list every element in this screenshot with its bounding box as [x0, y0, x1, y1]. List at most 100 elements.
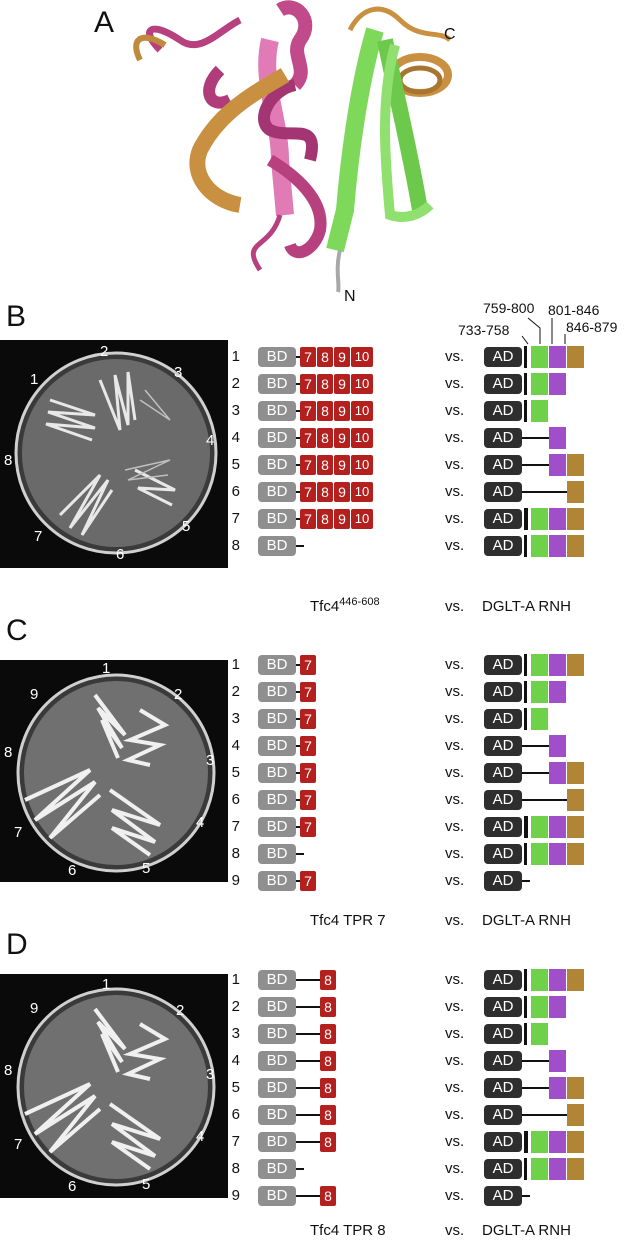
ad-domain: AD: [484, 374, 522, 394]
vs-label: vs.: [445, 348, 465, 365]
panel-c-caption-right: DGLT-A RNH: [482, 912, 571, 929]
bd-domain: BD: [258, 844, 296, 864]
segment-733-758: [524, 969, 527, 991]
row-number: 7: [231, 818, 240, 835]
segment-733-758: [524, 508, 528, 530]
panel-d-caption-left: Tfc4 TPR 8: [310, 1222, 386, 1239]
row-number: 6: [231, 791, 240, 808]
segment-759-800: [531, 1023, 548, 1045]
vs-label: vs.: [445, 764, 465, 781]
tpr-repeat: 8: [317, 428, 333, 448]
linker-line: [522, 437, 549, 439]
segment-801-846: [549, 508, 566, 530]
tpr-repeat: 7: [300, 655, 316, 675]
segment-801-846: [549, 843, 566, 865]
vs-label: vs.: [445, 683, 465, 700]
row-number: 1: [231, 971, 240, 988]
vs-label: vs.: [445, 1025, 465, 1042]
bd-domain: BD: [258, 347, 296, 367]
bd-domain: BD: [258, 871, 296, 891]
segment-801-846: [549, 735, 566, 757]
linker-line: [296, 1006, 320, 1008]
panel-b-letter: B: [6, 300, 27, 333]
linker-line: [296, 853, 304, 855]
segment-759-800: [531, 1158, 548, 1180]
segment-733-758: [524, 708, 527, 730]
segment-733-758: [524, 535, 527, 557]
vs-label: vs.: [445, 1079, 465, 1096]
linker-line: [296, 880, 300, 882]
yeast-plate-d: [0, 974, 228, 1198]
row-number: 7: [231, 1133, 240, 1150]
vs-label: vs.: [445, 818, 465, 835]
tpr-repeat: 9: [334, 455, 350, 475]
row-number: 3: [231, 402, 240, 419]
plate-d-label-5: 5: [142, 1176, 151, 1193]
segment-759-800: [531, 816, 548, 838]
tpr-repeat: 8: [320, 1186, 336, 1206]
linker-line: [296, 1114, 320, 1116]
segment-846-879: [567, 508, 584, 530]
segment-759-800: [531, 346, 548, 368]
tpr-repeat: 10: [351, 509, 373, 529]
row-number: 8: [231, 845, 240, 862]
plate-c-label-2: 2: [174, 686, 183, 703]
tpr-repeat: 9: [334, 401, 350, 421]
segment-801-846: [549, 969, 566, 991]
vs-label: vs.: [445, 998, 465, 1015]
tpr-repeat: 7: [300, 509, 316, 529]
linker-line: [296, 518, 300, 520]
ad-domain: AD: [484, 1186, 522, 1206]
tpr-repeat: 8: [320, 997, 336, 1017]
row-number: 4: [231, 1052, 240, 1069]
tpr-repeat: 9: [334, 428, 350, 448]
tpr-repeat: 8: [320, 1024, 336, 1044]
ad-domain: AD: [484, 736, 522, 756]
segment-759-800: [531, 969, 548, 991]
row-number: 9: [231, 1187, 240, 1204]
linker-line: [522, 1087, 549, 1089]
panel-b-caption-right: DGLT-A RNH: [482, 598, 571, 615]
ad-domain: AD: [484, 1078, 522, 1098]
vs-label: vs.: [445, 510, 465, 527]
row-number: 2: [231, 998, 240, 1015]
row-number: 1: [231, 656, 240, 673]
vs-label: vs.: [445, 872, 465, 889]
tpr-repeat: 8: [317, 455, 333, 475]
ad-domain: AD: [484, 347, 522, 367]
row-number: 5: [231, 1079, 240, 1096]
segment-759-800: [531, 708, 548, 730]
linker-line: [296, 545, 304, 547]
plate-d-label-6: 6: [68, 1178, 77, 1195]
plate-b-label-4: 4: [206, 432, 215, 449]
bd-domain: BD: [258, 1105, 296, 1125]
plate-c-label-3: 3: [206, 752, 215, 769]
segment-846-879: [567, 535, 584, 557]
tpr-repeat: 9: [334, 482, 350, 502]
tpr-repeat: 7: [300, 871, 316, 891]
bd-domain: BD: [258, 1024, 296, 1044]
vs-label: vs.: [445, 375, 465, 392]
bd-domain: BD: [258, 482, 296, 502]
tpr-repeat: 10: [351, 401, 373, 421]
tpr-repeat: 7: [300, 347, 316, 367]
segment-801-846: [549, 816, 566, 838]
bd-domain: BD: [258, 1051, 296, 1071]
segment-733-758: [524, 346, 527, 368]
segment-846-879: [567, 816, 584, 838]
plate-d-label-4: 4: [196, 1128, 205, 1145]
linker-line: [522, 880, 530, 882]
bd-domain: BD: [258, 509, 296, 529]
bd-domain: BD: [258, 536, 296, 556]
range-label-801-846: 801-846: [548, 302, 600, 318]
segment-733-758: [524, 1023, 527, 1045]
vs-label: vs.: [445, 971, 465, 988]
segment-759-800: [531, 681, 548, 703]
segment-801-846: [549, 346, 566, 368]
linker-line: [296, 772, 300, 774]
linker-line: [522, 1195, 530, 1197]
linker-line: [296, 664, 300, 666]
bd-domain: BD: [258, 374, 296, 394]
range-leader-lines: [521, 317, 566, 345]
segment-801-846: [549, 654, 566, 676]
